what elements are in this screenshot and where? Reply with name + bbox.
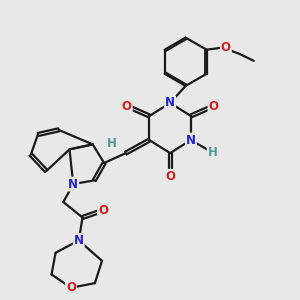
Text: O: O — [122, 100, 132, 112]
Text: N: N — [74, 234, 84, 247]
Text: O: O — [221, 41, 231, 54]
Text: H: H — [107, 137, 117, 150]
Text: N: N — [68, 178, 78, 190]
Text: N: N — [186, 134, 196, 147]
Text: O: O — [66, 281, 76, 294]
Text: O: O — [165, 170, 175, 183]
Text: H: H — [208, 146, 218, 159]
Text: O: O — [208, 100, 218, 112]
Text: N: N — [165, 96, 175, 110]
Text: O: O — [98, 204, 108, 217]
